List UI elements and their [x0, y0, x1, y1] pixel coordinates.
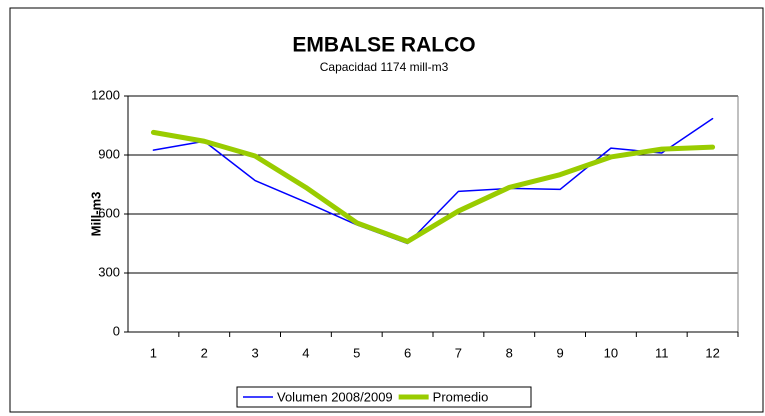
- x-tick-label: 7: [455, 345, 462, 360]
- chart-subtitle: Capacidad 1174 mill-m3: [320, 60, 449, 74]
- y-axis-label: Mill-m3: [88, 192, 103, 237]
- x-tick-label: 11: [655, 345, 669, 360]
- data-line: [152, 117, 714, 245]
- x-tick-label: 10: [604, 345, 618, 360]
- x-tick-label: 1: [150, 345, 157, 360]
- x-tick-label: 8: [506, 345, 513, 360]
- y-tick-label: 1200: [91, 87, 120, 102]
- x-tick-label: 2: [201, 345, 208, 360]
- chart-frame: [9, 7, 764, 413]
- x-tick-label: 6: [404, 345, 411, 360]
- x-tick-label: 9: [556, 345, 563, 360]
- y-tick-label: 0: [113, 323, 120, 338]
- x-tick-label: 4: [302, 345, 309, 360]
- y-tick-label: 900: [98, 146, 120, 161]
- chart-title: EMBALSE RALCO: [292, 34, 475, 57]
- x-tick-label: 3: [251, 345, 258, 360]
- legend-label: Volumen 2008/2009: [277, 389, 393, 404]
- legend-label: Promedio: [433, 389, 489, 404]
- y-tick-label: 600: [98, 205, 120, 220]
- data-line: [150, 129, 716, 245]
- x-tick-label: 5: [353, 345, 360, 360]
- y-tick-label: 300: [98, 264, 120, 279]
- legend-box: [236, 386, 532, 408]
- x-tick-label: 12: [705, 345, 719, 360]
